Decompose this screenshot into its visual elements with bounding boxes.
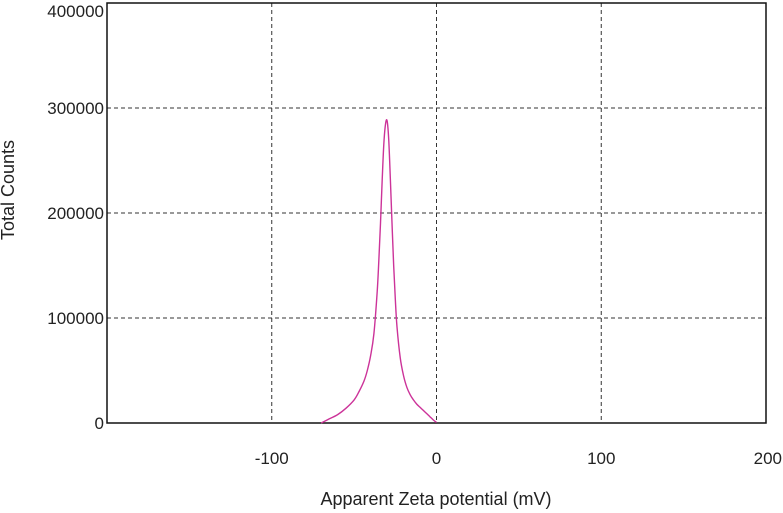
plot-frame	[106, 2, 767, 424]
series-layer	[320, 118, 437, 424]
series-line	[320, 118, 437, 424]
y-tick-label: 400000	[47, 2, 104, 21]
y-tick-label: 200000	[47, 204, 104, 223]
x-tick-labels: -100 0 100 200	[255, 449, 782, 468]
y-tick-labels: 0 100000 200000 300000 400000	[47, 2, 104, 433]
y-tick-label: 300000	[47, 99, 104, 118]
grid-lines	[107, 3, 766, 423]
x-tick-label: 100	[587, 449, 615, 468]
y-axis-title: Total Counts	[0, 140, 18, 240]
x-axis-title: Apparent Zeta potential (mV)	[320, 489, 551, 509]
y-tick-label: 100000	[47, 309, 104, 328]
x-tick-label: -100	[255, 449, 289, 468]
x-tick-label: 200	[754, 449, 782, 468]
x-tick-label: 0	[432, 449, 441, 468]
y-tick-label: 0	[95, 414, 104, 433]
